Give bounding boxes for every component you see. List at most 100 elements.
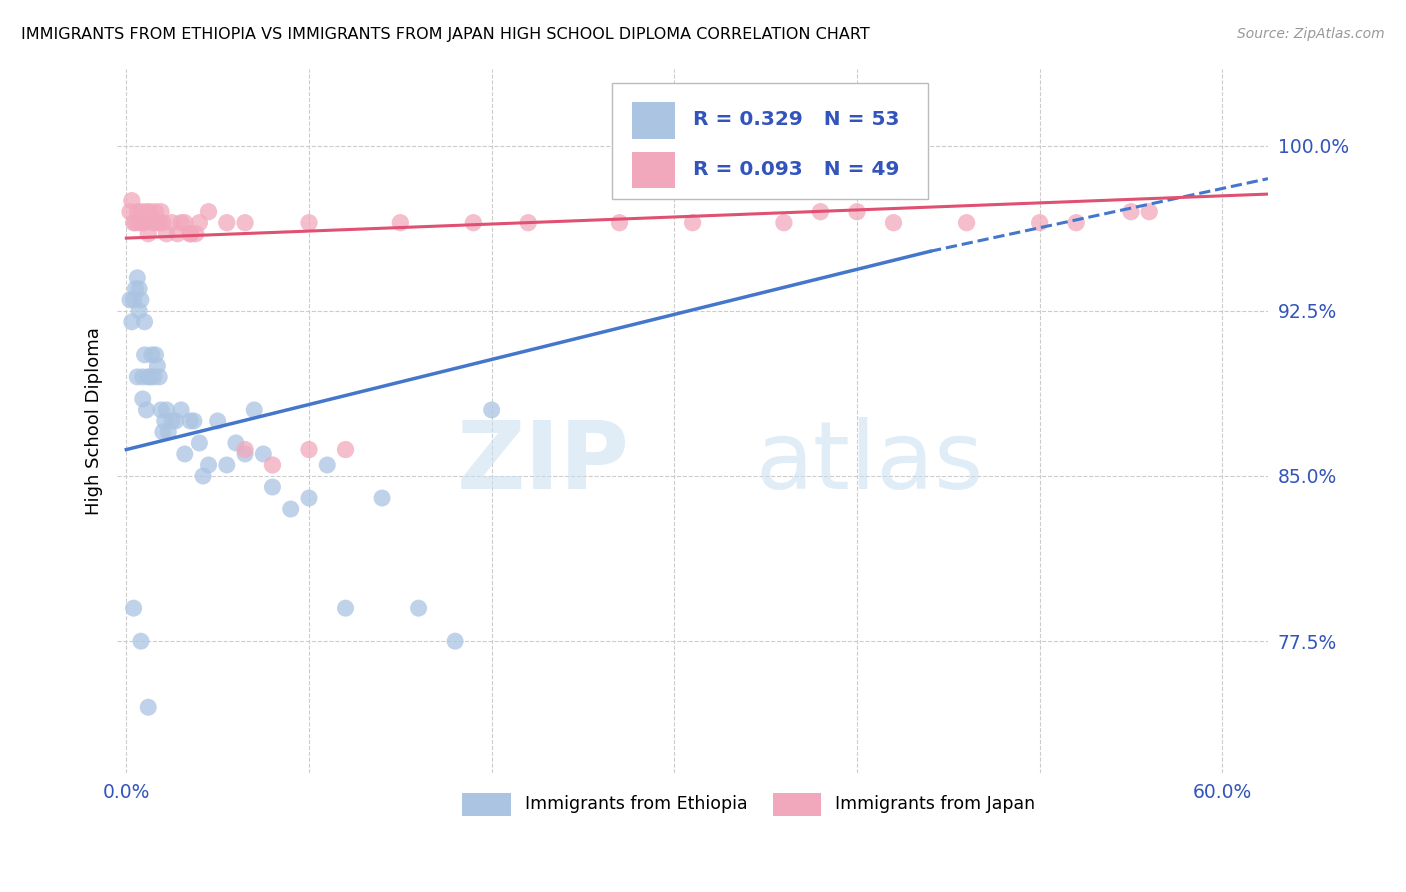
Point [155,227,177,241]
Point [152,216,174,230]
Point [128,282,150,296]
Point [233,442,256,457]
Point [1137,204,1160,219]
Point [215,216,238,230]
Point [173,447,195,461]
Point [136,227,159,241]
Point [243,403,266,417]
Point [145,204,167,219]
Point [252,447,274,461]
Point [160,216,183,230]
Point [134,348,156,362]
Point [207,414,229,428]
Point [179,227,201,241]
Point [335,442,357,457]
Point [155,403,177,417]
Point [173,216,195,230]
Point [118,293,141,307]
Point [127,270,149,285]
Point [184,227,207,241]
Point [129,634,152,648]
Point [150,403,173,417]
Point [280,502,302,516]
Point [148,216,170,230]
Point [1064,216,1087,230]
Point [124,282,146,296]
Point [191,469,214,483]
Point [135,204,157,219]
Point [215,458,238,472]
Point [298,491,321,505]
Point [160,414,183,428]
Point [122,293,145,307]
FancyBboxPatch shape [463,793,510,815]
FancyBboxPatch shape [631,152,675,188]
Point [132,392,155,406]
Point [463,216,485,230]
Point [132,216,155,230]
Point [145,348,167,362]
Point [298,216,321,230]
Point [955,216,977,230]
Point [225,436,247,450]
Point [157,425,180,439]
Text: Immigrants from Ethiopia: Immigrants from Ethiopia [524,796,747,814]
Point [183,414,205,428]
Point [179,414,201,428]
Point [773,216,796,230]
Point [148,370,170,384]
Point [142,216,165,230]
Point [142,370,165,384]
Point [517,216,540,230]
Text: Source: ZipAtlas.com: Source: ZipAtlas.com [1237,27,1385,41]
Point [135,403,157,417]
Point [128,303,150,318]
Point [1119,204,1142,219]
Point [298,442,321,457]
Text: Immigrants from Japan: Immigrants from Japan [835,796,1035,814]
FancyBboxPatch shape [631,103,675,139]
Point [170,216,193,230]
Point [146,216,169,230]
Point [197,204,219,219]
Point [134,315,156,329]
Text: IMMIGRANTS FROM ETHIOPIA VS IMMIGRANTS FROM JAPAN HIGH SCHOOL DIPLOMA CORRELATIO: IMMIGRANTS FROM ETHIOPIA VS IMMIGRANTS F… [21,27,870,42]
Point [121,194,143,208]
Point [166,227,188,241]
Point [122,601,145,615]
Point [371,491,394,505]
Point [389,216,412,230]
Point [188,216,211,230]
FancyBboxPatch shape [773,793,821,815]
Point [139,204,162,219]
Point [124,216,146,230]
Text: R = 0.093   N = 49: R = 0.093 N = 49 [693,160,898,178]
Point [152,425,174,439]
Point [444,634,467,648]
Point [262,458,284,472]
Point [179,227,201,241]
FancyBboxPatch shape [612,83,928,199]
Point [136,700,159,714]
Point [170,403,193,417]
Point [129,204,152,219]
Point [122,216,145,230]
Point [846,204,869,219]
Point [127,204,149,219]
Point [882,216,904,230]
Y-axis label: High School Diploma: High School Diploma [86,327,103,515]
Text: R = 0.329   N = 53: R = 0.329 N = 53 [693,111,898,129]
Point [127,370,149,384]
Point [197,458,219,472]
Point [262,480,284,494]
Point [136,370,159,384]
Point [132,370,155,384]
Point [810,204,832,219]
Point [481,403,503,417]
Point [121,315,143,329]
Point [609,216,631,230]
Point [128,216,150,230]
Point [139,370,162,384]
Point [150,204,173,219]
Point [233,447,256,461]
